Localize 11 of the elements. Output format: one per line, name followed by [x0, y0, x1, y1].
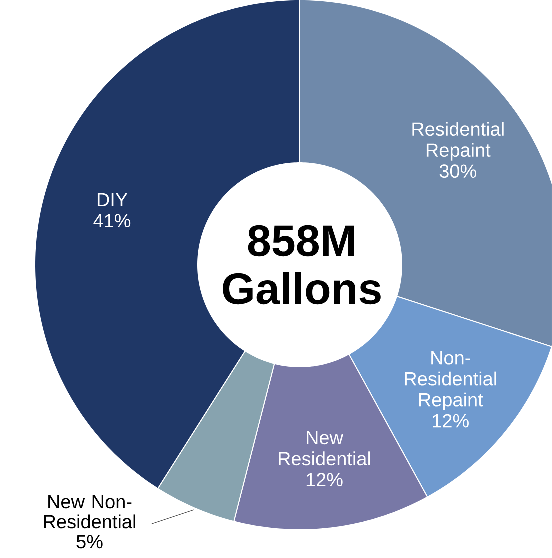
slice-label: DIY: [98, 193, 128, 206]
slice-label: Non-Residential Repaint: [405, 352, 496, 411]
slice-label: Residential Repaint: [412, 122, 504, 161]
text: 858M Gallons: [223, 225, 381, 305]
slice-label: New Residential: [279, 431, 370, 466]
data-label: 5%: [76, 535, 103, 549]
data-label: 41%: [94, 214, 131, 228]
data-label: 12%: [433, 414, 469, 428]
slice-label: New Non-Residential: [44, 495, 136, 529]
data-label: 12%: [306, 473, 343, 487]
data-label: 30%: [440, 164, 476, 178]
